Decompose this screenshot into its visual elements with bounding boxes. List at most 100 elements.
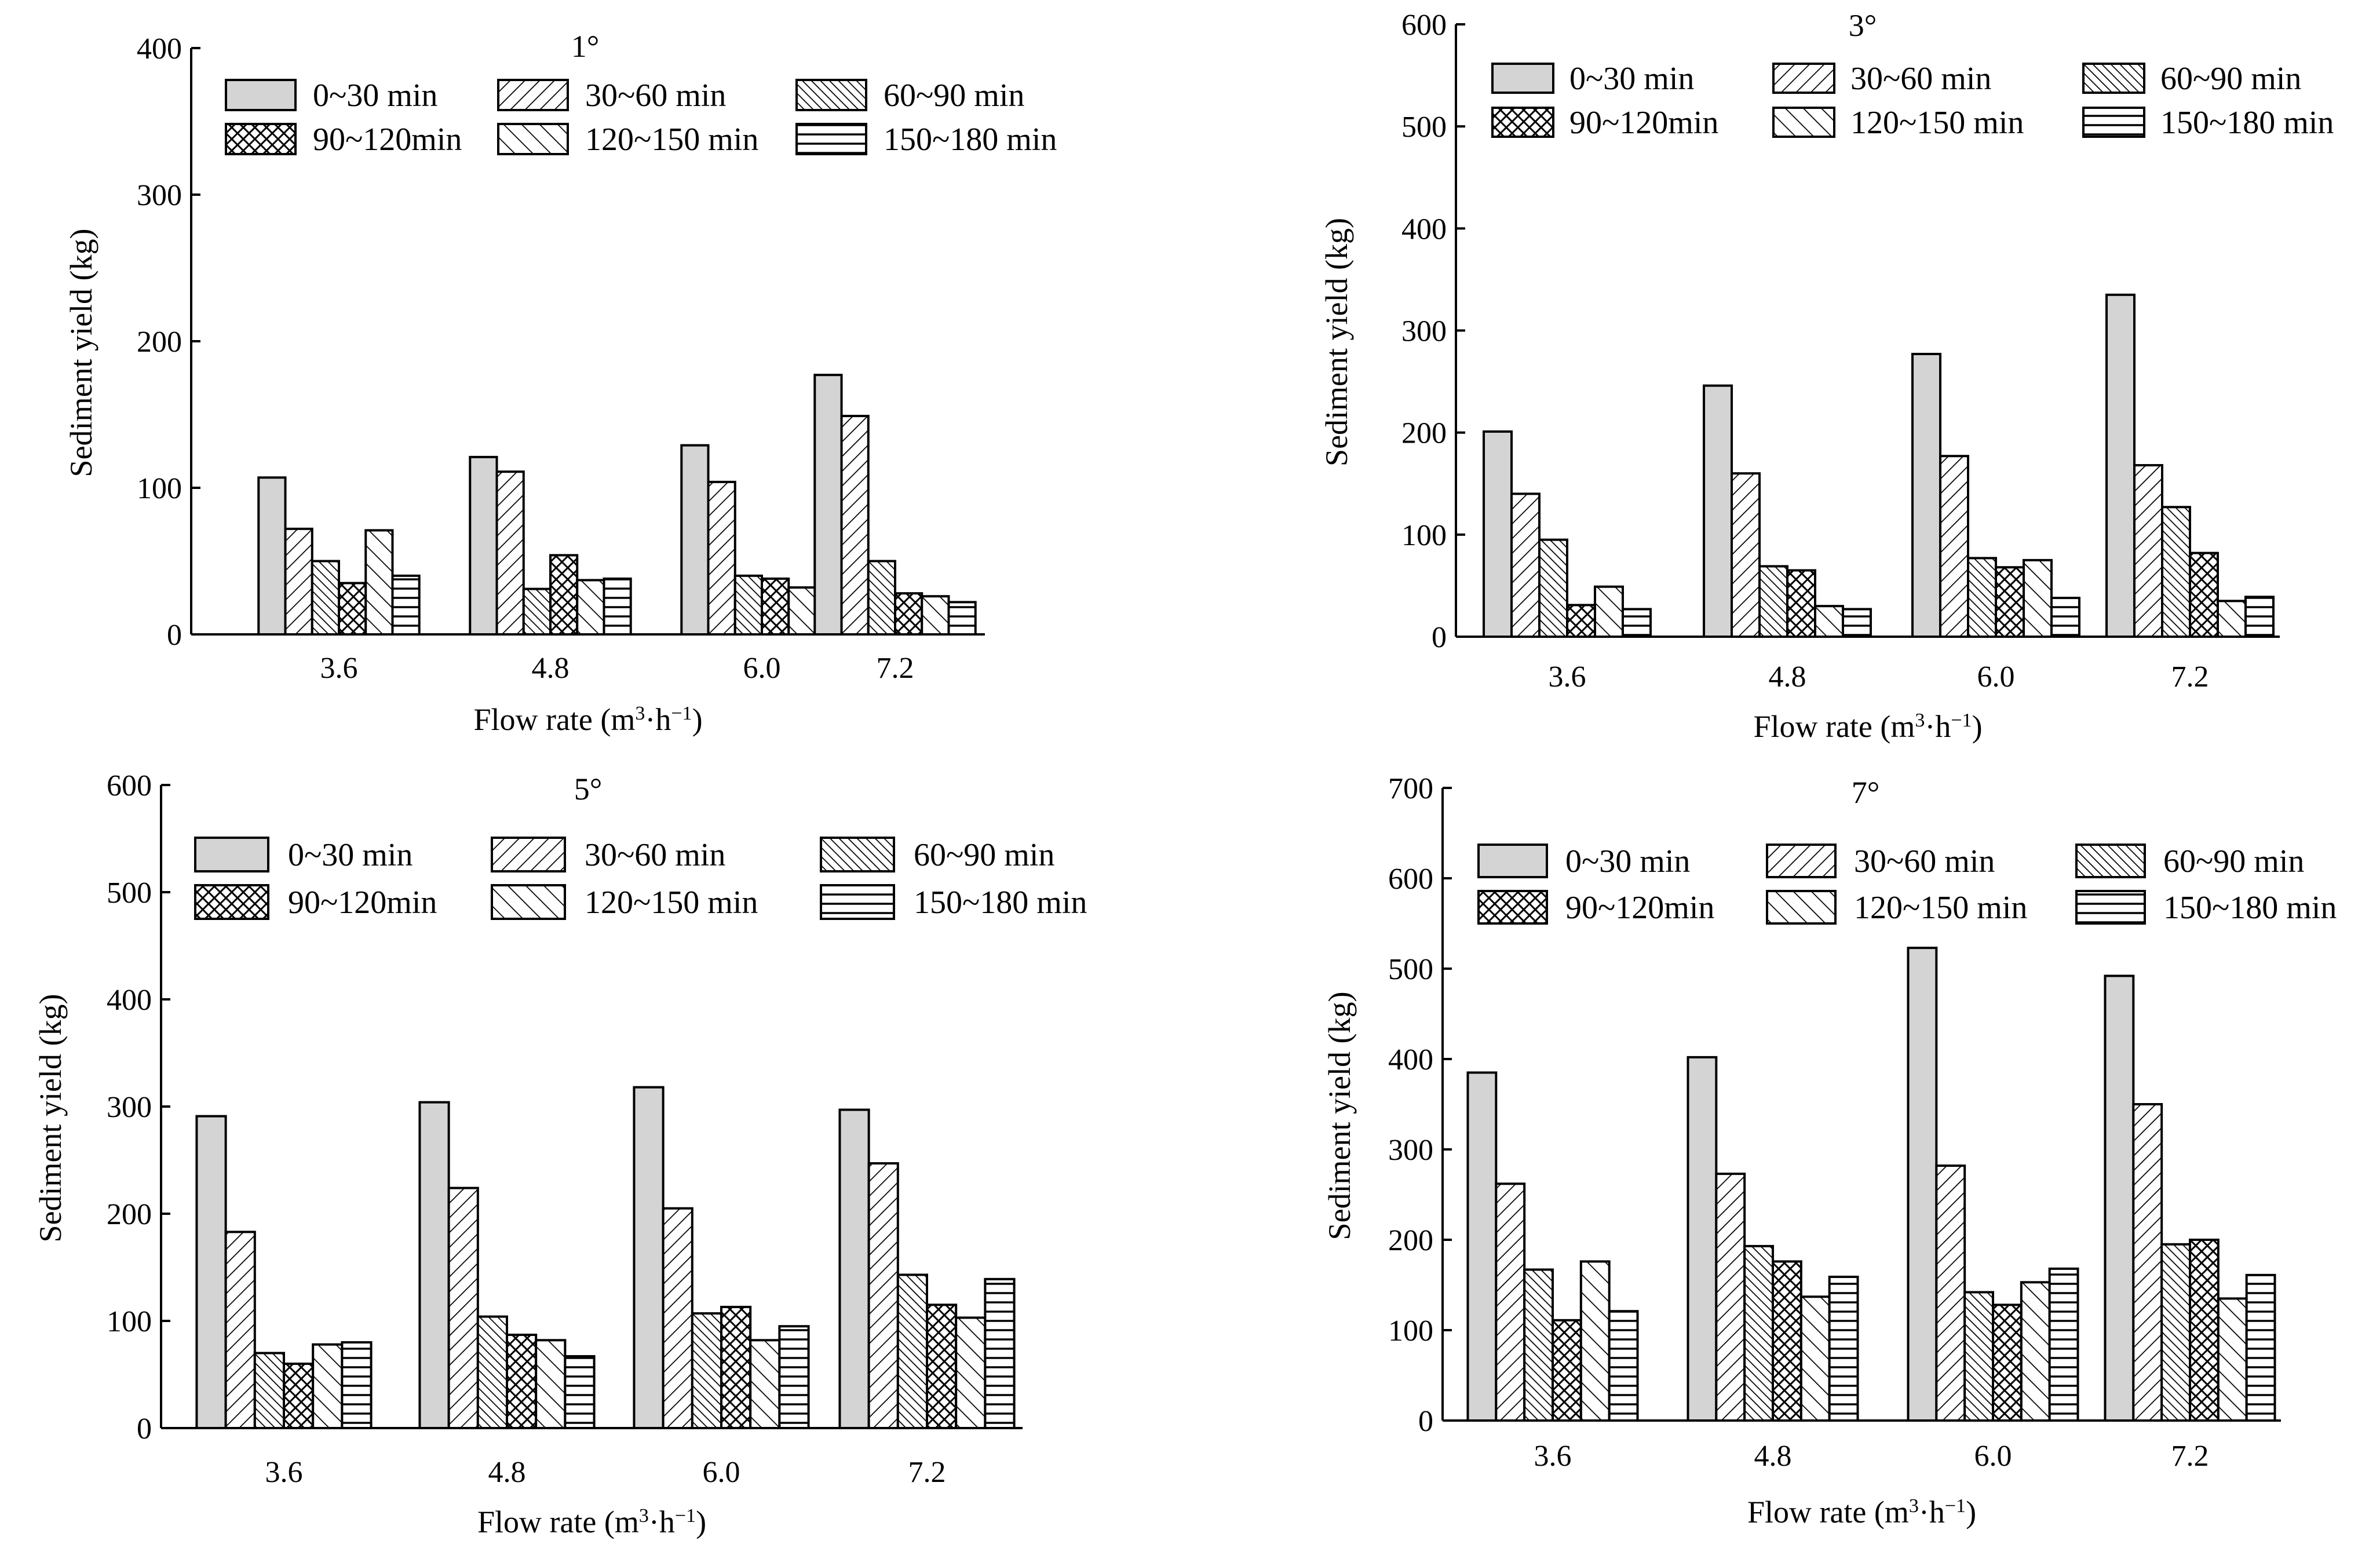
x-tick-label: 4.8 [1754,1440,1792,1473]
bar-90-120min-6-0 [1995,566,2025,638]
bar-30-60-min-7-2 [2133,464,2164,638]
bar-90-120min-3-6 [283,1363,315,1429]
bar-30-60-min-7-2 [840,415,870,636]
bar-30-60-min-7-2 [2132,1103,2163,1422]
y-tick-label: 0 [167,619,182,652]
bar-30-60-min-4-8 [1715,1173,1746,1422]
bar-60-90-min-7-2 [2161,506,2192,638]
legend-swatch [820,884,895,920]
bar-0-30-min-4-8 [1687,1056,1718,1422]
bar-150-180-min-3-6 [391,574,421,636]
x-tick-label: 7.2 [877,652,914,685]
x-tick-label: 6.0 [703,1456,740,1489]
legend-label: 60~90 min [914,837,1054,873]
bar-60-90-min-3-6 [253,1352,285,1429]
bar-0-30-min-3-6 [195,1115,227,1429]
bar-60-90-min-4-8 [522,587,552,636]
chart-title: 7° [1852,775,1880,810]
legend-label: 30~60 min [585,837,725,873]
bar-30-60-min-4-8 [495,470,525,636]
bar-90-120min-4-8 [1786,569,1816,638]
legend-label: 30~60 min [1854,844,1995,879]
bar-120-150-min-7-2 [2217,1297,2248,1422]
x-tick-label: 3.6 [265,1456,303,1489]
y-tick-label: 400 [137,32,182,65]
x-tick-label: 6.0 [1974,1440,2012,1473]
bar-60-90-min-7-2 [896,1273,928,1429]
legend-swatch [194,884,269,920]
legend: 0~30 min 30~60 min 60~90 min 90~120min 120~1… [1477,844,2337,926]
bar-0-30-min-4-8 [418,1101,450,1429]
bar-60-90-min-3-6 [1523,1268,1554,1422]
bar-150-180-min-3-6 [1608,1310,1639,1422]
legend-label: 120~150 min [1854,890,2027,926]
legend-swatch [1766,844,1837,878]
bar-150-180-min-3-6 [341,1341,373,1429]
bar-0-30-min-7-2 [813,374,843,636]
bar-30-60-min-7-2 [867,1162,899,1430]
y-tick-label: 100 [1401,519,1447,552]
legend-label: 150~180 min [884,122,1057,158]
y-axis-label: Sediment yield (kg) [64,229,98,477]
x-tick-label: 7.2 [2171,660,2209,693]
legend-swatch [1772,107,1835,138]
y-tick-label: 0 [1432,621,1447,654]
bar-150-180-min-4-8 [1841,608,1872,638]
bar-0-30-min-3-6 [1466,1071,1498,1422]
legend-swatch [1766,890,1837,925]
legend-swatch [1772,63,1835,94]
chart-panel-2: 0 100 200 300 400 500 600 3° Sediment yield (kg)… [1319,8,2334,744]
bar-90-120min-7-2 [894,592,923,636]
legend-swatch [1477,844,1548,878]
y-tick-label: 300 [1388,1134,1433,1167]
legend-swatch [1491,107,1554,138]
bar-60-90-min-6-0 [733,574,763,636]
bar-30-60-min-6-0 [662,1207,693,1429]
legend-label: 30~60 min [1850,61,1991,97]
legend-label: 120~150 min [1850,105,2024,141]
bar-60-90-min-7-2 [867,560,896,636]
x-tick-label: 3.6 [1549,660,1586,693]
legend-swatch [795,79,867,111]
bar-90-120min-4-8 [506,1334,538,1430]
x-axis-label: Flow rate (m3·h−1) [1747,1495,1976,1529]
bar-30-60-min-3-6 [224,1231,256,1429]
bar-30-60-min-3-6 [284,527,313,636]
legend-label: 0~30 min [288,837,413,873]
bar-150-180-min-7-2 [2245,1273,2276,1422]
y-tick-label: 100 [137,472,182,505]
legend: 0~30 min 30~60 min 60~90 min 90~120min 120~1… [1491,61,2334,141]
bar-0-30-min-3-6 [1483,430,1513,638]
bar-120-150-min-3-6 [312,1343,344,1429]
y-tick-label: 500 [1388,953,1433,986]
legend-label: 150~180 min [2163,890,2337,926]
bar-30-60-min-6-0 [707,480,736,636]
y-tick-label: 300 [1401,315,1447,348]
legend-label: 120~150 min [585,885,758,921]
bar-60-90-min-3-6 [311,560,341,636]
bar-150-180-min-7-2 [984,1277,1016,1430]
bar-60-90-min-7-2 [2160,1243,2192,1422]
bar-0-30-min-4-8 [469,455,498,636]
y-tick-label: 300 [107,1091,152,1124]
chart-title: 3° [1849,8,1877,43]
legend-swatch [497,79,569,111]
bar-90-120min-6-0 [1992,1304,2023,1422]
bar-0-30-min-7-2 [2105,293,2136,638]
y-tick-label: 500 [1401,111,1447,144]
bar-60-90-min-6-0 [691,1312,722,1430]
bar-60-90-min-6-0 [1967,557,1998,638]
y-tick-label: 600 [107,769,152,802]
y-tick-label: 400 [107,984,152,1017]
bar-150-180-min-4-8 [603,577,632,636]
y-axis-label: Sediment yield (kg) [33,994,68,1243]
legend-label: 0~30 min [313,78,437,114]
legend-label: 150~180 min [2160,105,2334,141]
bar-120-150-min-4-8 [535,1339,567,1430]
bar-90-120min-3-6 [1552,1319,1582,1422]
legend-swatch [795,123,867,155]
bar-90-120min-6-0 [720,1305,752,1429]
bar-0-30-min-7-2 [838,1108,870,1430]
legend-swatch [491,837,566,872]
